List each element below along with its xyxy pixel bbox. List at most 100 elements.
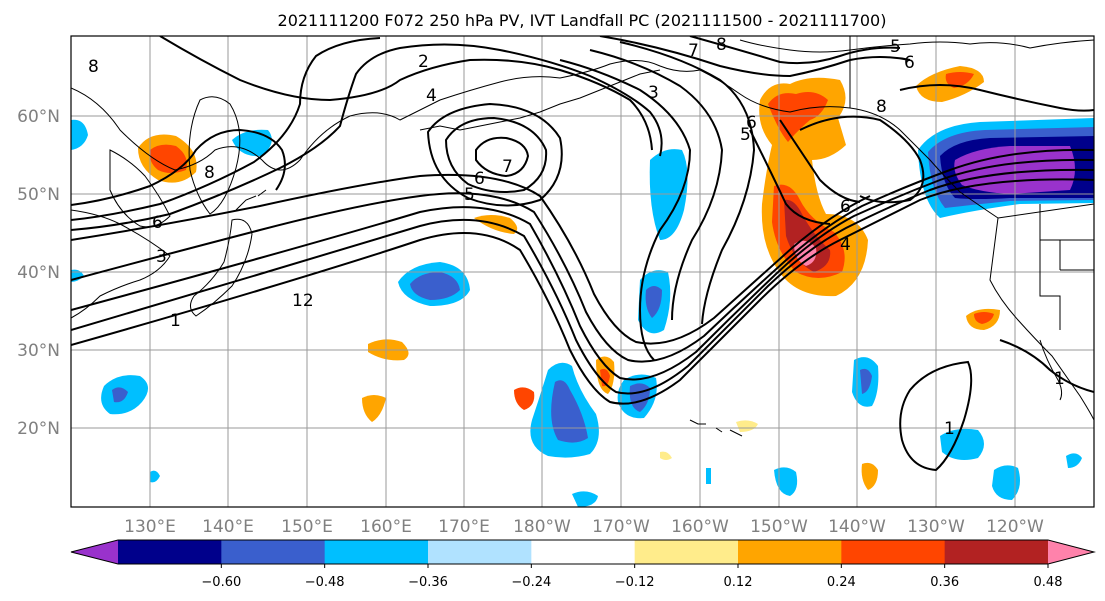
shade-japan-sea xyxy=(232,129,272,157)
map-frame xyxy=(70,35,1095,508)
colorbar-outline xyxy=(70,539,1096,565)
colorbar-swatch xyxy=(118,540,222,564)
colorbar-tick-label: 0.12 xyxy=(724,575,753,590)
shade-subtropics-south-2 xyxy=(572,491,598,507)
colorbar-swatch xyxy=(531,540,636,564)
colorbar-ticks: −0.60 −0.48 −0.36 −0.24 −0.12 0.12 0.24 0.36 0.4… xyxy=(201,564,1063,590)
contour-ridge-4 xyxy=(749,129,831,225)
contour-east-2 xyxy=(899,84,1094,112)
colorbar-tick-label: −0.60 xyxy=(201,575,241,590)
coast-korea-china xyxy=(71,209,171,319)
colorbar-tick-label: −0.24 xyxy=(511,575,551,590)
shade-southwest-2 xyxy=(112,387,128,403)
lon-label: 140°W xyxy=(828,517,886,537)
contour-7 xyxy=(71,37,381,221)
contour-label: 8 xyxy=(204,163,215,183)
lat-label: 40°N xyxy=(17,263,60,283)
contour-label: 8 xyxy=(716,35,727,55)
latitude-labels: 60°N 50°N 40°N 30°N 20°N xyxy=(17,107,60,439)
lon-label: 160°E xyxy=(360,517,412,537)
lat-label: 60°N xyxy=(17,107,60,127)
colorbar-extension-low xyxy=(71,540,118,564)
colorbar-swatch xyxy=(221,540,326,564)
colorbar-swatch xyxy=(738,540,842,564)
lon-label: 140°E xyxy=(202,517,254,537)
contour-lines xyxy=(71,36,1094,472)
contour-label: 6 xyxy=(152,213,163,233)
coast-north-asia xyxy=(71,60,701,171)
contour-label: 7 xyxy=(688,41,699,61)
contour-label: 1 xyxy=(944,419,955,439)
contour-label: 3 xyxy=(156,247,167,267)
contour-low xyxy=(444,116,548,193)
contour-label: 8 xyxy=(876,97,887,117)
coast-sea-okhotsk xyxy=(109,149,171,228)
shade-small-2 xyxy=(706,468,711,484)
border-states xyxy=(1039,204,1094,330)
contour-trough-3 xyxy=(619,41,756,325)
contour-trough xyxy=(559,59,692,361)
lon-label: 130°W xyxy=(907,517,965,537)
contour-label: 5 xyxy=(890,37,901,57)
lon-label: 170°W xyxy=(592,517,650,537)
colorbar-extension-high xyxy=(1048,540,1094,564)
lon-label: 170°E xyxy=(438,517,490,537)
shade-warm-south xyxy=(514,387,535,410)
contour-ridge-2 xyxy=(689,36,901,65)
shade-central-warm-3 xyxy=(362,395,386,422)
border-canada-us xyxy=(997,203,1094,219)
contour-east xyxy=(799,115,925,204)
colorbar-swatch xyxy=(944,540,1049,564)
map-panel: 2 8 7 8 5 6 4 3 8 5 6 7 5 6 3 6 12 1 4 6 xyxy=(17,35,1095,537)
coast-aleutians xyxy=(419,69,661,131)
shade-east-pacific-2 xyxy=(860,368,872,394)
contour-label: 8 xyxy=(88,57,99,77)
shade-far-east xyxy=(1066,453,1082,468)
contour-2 xyxy=(71,168,1094,395)
contour-label: 1 xyxy=(1054,369,1065,389)
lon-label: 120°W xyxy=(986,517,1044,537)
shade-atmospheric-river-2 xyxy=(768,92,828,142)
contour-1 xyxy=(71,178,1094,405)
contour-southeast xyxy=(899,360,973,472)
shade-pacific-plume-3 xyxy=(645,286,662,318)
lat-label: 50°N xyxy=(17,185,60,205)
contour-ridge-3 xyxy=(779,119,861,203)
shade-small-1 xyxy=(150,470,160,483)
longitude-labels: 130°E 140°E 150°E 160°E 170°E 180°W 170°… xyxy=(124,517,1044,537)
coast-japan xyxy=(190,218,253,317)
contour-low-3 xyxy=(426,102,563,207)
contour-label: 3 xyxy=(648,83,659,103)
contour-trough-2 xyxy=(589,49,724,321)
contour-label: 4 xyxy=(840,235,851,255)
colorbar-tick-label: −0.36 xyxy=(408,575,448,590)
shade-warm-small-3 xyxy=(660,451,672,460)
colorbar-swatch xyxy=(634,540,739,564)
lat-label: 30°N xyxy=(17,341,60,361)
negative-anomaly-shading xyxy=(71,118,1094,507)
lon-label: 150°E xyxy=(281,517,333,537)
colorbar-tick-label: 0.48 xyxy=(1034,575,1063,590)
colorbar-swatch xyxy=(428,540,532,564)
shade-subtropics-east-2 xyxy=(992,465,1020,500)
lon-label: 160°W xyxy=(671,517,729,537)
contour-label: 6 xyxy=(746,113,757,133)
contour-label: 6 xyxy=(840,197,851,217)
lat-label: 20°N xyxy=(17,419,60,439)
shade-warm-east-2 xyxy=(974,312,994,324)
coast-alaska-north xyxy=(739,39,1094,53)
lon-label: 150°W xyxy=(750,517,808,537)
contour-label: 7 xyxy=(502,157,513,177)
contour-9 xyxy=(159,36,653,151)
contour-labels: 2 8 7 8 5 6 4 3 8 5 6 7 5 6 3 6 12 1 4 6 xyxy=(88,35,1065,439)
contour-label: 4 xyxy=(426,86,437,106)
figure-title: 2021111200 F072 250 hPa PV, IVT Landfall… xyxy=(278,11,887,30)
lon-label: 130°E xyxy=(124,517,176,537)
shade-warm-small-1 xyxy=(861,462,878,490)
contour-label: 6 xyxy=(904,53,915,73)
contour-6 xyxy=(71,43,663,231)
colorbar-tick-label: −0.48 xyxy=(305,575,345,590)
shade-west-edge xyxy=(71,119,88,150)
colorbar-swatch xyxy=(324,540,429,564)
